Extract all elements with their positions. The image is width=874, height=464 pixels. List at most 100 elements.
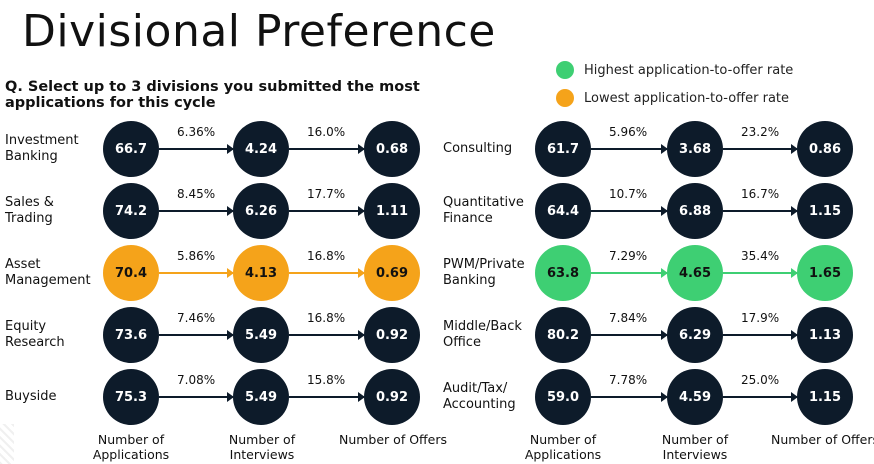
applications-node: 80.2 [535, 307, 591, 363]
division-label: Equity Research [5, 319, 65, 350]
interviews-node: 6.29 [667, 307, 723, 363]
division-row: Audit/Tax/ Accounting 7.78% 25.0% 59.0 4.59 1… [0, 369, 874, 425]
arrow-interviews-to-offers [723, 268, 798, 278]
offers-node: 0.86 [797, 121, 853, 177]
legend-high: Highest application-to-offer rate [556, 61, 793, 79]
arrow-applications-to-interviews [159, 330, 234, 340]
arrow-applications-to-interviews [159, 392, 234, 402]
interview-rate: 7.78% [609, 373, 648, 387]
interview-rate: 10.7% [609, 187, 648, 201]
page-title: Divisional Preference [22, 6, 496, 57]
offers-node: 1.15 [797, 183, 853, 239]
column-label-applications-right: Number of Applications [524, 432, 602, 462]
offer-rate: 16.7% [741, 187, 780, 201]
division-label: Investment Banking [5, 133, 79, 164]
interviews-node: 5.49 [233, 307, 289, 363]
division-row: Middle/Back Office 7.84% 17.9% 80.2 6.29 1.13 [0, 307, 874, 363]
arrow-interviews-to-offers [723, 206, 798, 216]
offers-node: 1.13 [797, 307, 853, 363]
arrow-applications-to-interviews [591, 392, 668, 402]
division-label: Audit/Tax/ Accounting [443, 381, 516, 412]
offer-rate: 17.7% [307, 187, 346, 201]
arrow-interviews-to-offers [289, 392, 365, 402]
offer-rate: 15.8% [307, 373, 346, 387]
interviews-node: 4.59 [667, 369, 723, 425]
interview-rate: 7.84% [609, 311, 648, 325]
legend-high-label: Highest application-to-offer rate [584, 62, 794, 78]
interviews-node: 5.49 [233, 369, 289, 425]
offers-node: 0.69 [364, 245, 420, 301]
arrow-applications-to-interviews [591, 206, 668, 216]
offers-node: 1.15 [797, 369, 853, 425]
interviews-node: 3.68 [667, 121, 723, 177]
column-label-offers-right: Number of Offers [770, 432, 874, 447]
arrow-interviews-to-offers [289, 144, 365, 154]
offers-node: 1.11 [364, 183, 420, 239]
interviews-node: 4.13 [233, 245, 289, 301]
interview-rate: 7.29% [609, 249, 648, 263]
interview-rate: 7.08% [177, 373, 216, 387]
orange-dot-icon [556, 89, 574, 107]
division-row: Quantitative Finance 10.7% 16.7% 64.4 6.88 1.… [0, 183, 874, 239]
column-label-applications: Number of Applications [92, 432, 170, 462]
interview-rate: 6.36% [177, 125, 216, 139]
division-label: Middle/Back Office [443, 319, 522, 350]
division-label: Sales & Trading [5, 195, 54, 226]
division-row: PWM/Private Banking 7.29% 35.4% 63.8 4.65 1.6… [0, 245, 874, 301]
arrow-interviews-to-offers [723, 330, 798, 340]
arrow-applications-to-interviews [159, 268, 234, 278]
column-label-offers: Number of Offers [338, 432, 447, 447]
division-row: Investment Banking 6.36% 16.0% 66.7 4.24 0.68 [0, 121, 874, 177]
legend-low: Lowest application-to-offer rate [556, 89, 789, 107]
column-label-interviews: Number of Interviews [228, 432, 296, 462]
offer-rate: 25.0% [741, 373, 780, 387]
offer-rate: 16.8% [307, 249, 346, 263]
offer-rate: 35.4% [741, 249, 780, 263]
applications-node: 66.7 [103, 121, 159, 177]
applications-node: 64.4 [535, 183, 591, 239]
offers-node: 1.65 [797, 245, 853, 301]
arrow-applications-to-interviews [159, 144, 234, 154]
survey-question: Q. Select up to 3 divisions you submitte… [5, 79, 420, 111]
legend-low-label: Lowest application-to-offer rate [584, 90, 790, 106]
division-label: Quantitative Finance [443, 195, 524, 226]
arrow-interviews-to-offers [289, 206, 365, 216]
arrow-interviews-to-offers [723, 392, 798, 402]
division-row: Asset Management 5.86% 16.8% 70.4 4.13 0.69 [0, 245, 874, 301]
interview-rate: 5.96% [609, 125, 648, 139]
interview-rate: 7.46% [177, 311, 216, 325]
applications-node: 59.0 [535, 369, 591, 425]
green-dot-icon [556, 61, 574, 79]
applications-node: 75.3 [103, 369, 159, 425]
offers-node: 0.68 [364, 121, 420, 177]
arrow-interviews-to-offers [289, 330, 365, 340]
offers-node: 0.92 [364, 369, 420, 425]
interviews-node: 4.24 [233, 121, 289, 177]
division-row: Sales & Trading 8.45% 17.7% 74.2 6.26 1.11 [0, 183, 874, 239]
arrow-interviews-to-offers [289, 268, 365, 278]
interview-rate: 8.45% [177, 187, 216, 201]
division-row: Equity Research 7.46% 16.8% 73.6 5.49 0.92 [0, 307, 874, 363]
interviews-node: 4.65 [667, 245, 723, 301]
applications-node: 70.4 [103, 245, 159, 301]
division-label: Asset Management [5, 257, 91, 288]
applications-node: 74.2 [103, 183, 159, 239]
division-row: Buyside 7.08% 15.8% 75.3 5.49 0.92 [0, 369, 874, 425]
offer-rate: 16.8% [307, 311, 346, 325]
arrow-applications-to-interviews [591, 144, 668, 154]
offer-rate: 16.0% [307, 125, 346, 139]
division-row: Consulting 5.96% 23.2% 61.7 3.68 0.86 [0, 121, 874, 177]
offers-node: 0.92 [364, 307, 420, 363]
applications-node: 61.7 [535, 121, 591, 177]
offer-rate: 17.9% [741, 311, 780, 325]
arrow-applications-to-interviews [591, 268, 668, 278]
interviews-node: 6.88 [667, 183, 723, 239]
arrow-interviews-to-offers [723, 144, 798, 154]
arrow-applications-to-interviews [159, 206, 234, 216]
interview-rate: 5.86% [177, 249, 216, 263]
applications-node: 73.6 [103, 307, 159, 363]
division-label: PWM/Private Banking [443, 257, 525, 288]
decorative-pattern [0, 424, 14, 464]
applications-node: 63.8 [535, 245, 591, 301]
column-label-interviews-right: Number of Interviews [661, 432, 729, 462]
